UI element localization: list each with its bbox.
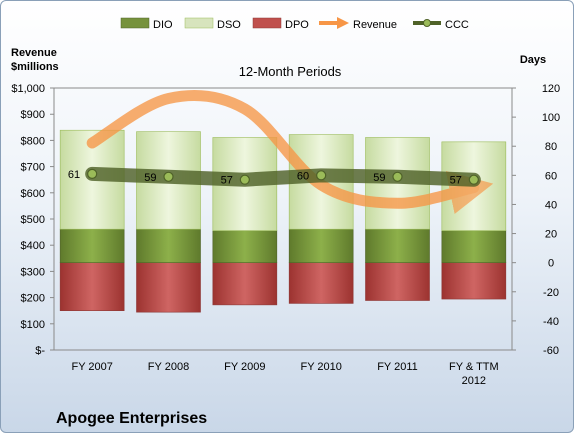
- right-tick-label: 60: [545, 170, 557, 182]
- left-tick-label: $400: [21, 240, 45, 252]
- left-axis-title-line1: Revenue: [11, 47, 57, 59]
- ccc-point-6: [468, 174, 479, 185]
- category-labels: FY 2007 FY 2008 FY 2009 FY 2010 FY 2011 FY & …: [71, 361, 498, 387]
- ccc-data-label-2: 59: [144, 172, 156, 184]
- right-tick-label: -20: [543, 287, 559, 299]
- ccc-data-label-6: 57: [450, 175, 462, 187]
- ccc-line: [85, 166, 481, 187]
- category-label: FY & TTM: [449, 361, 499, 373]
- bar-dio-6: [441, 230, 507, 263]
- legend-label-dso: DSO: [217, 19, 241, 31]
- left-tick-label: $200: [21, 293, 45, 305]
- right-tick-label: -60: [543, 345, 559, 357]
- category-label: 2012: [462, 375, 486, 387]
- bar-dio-4: [288, 228, 354, 263]
- ticks-layer: $- $100 $200 $300 $400 $500 $600 $700 $800 $900 $1…: [11, 83, 560, 357]
- ccc-data-label-5: 59: [373, 172, 385, 184]
- revenue-layer: [86, 89, 494, 214]
- legend-label-revenue: Revenue: [353, 19, 397, 31]
- revenue-line: [86, 89, 494, 214]
- category-label: FY 2007: [71, 361, 112, 373]
- left-tick-label: $800: [21, 135, 45, 147]
- legend-swatch-dso: [184, 17, 214, 29]
- left-tick-label: $500: [21, 214, 45, 226]
- category-label: FY 2009: [224, 361, 265, 373]
- ccc-point-2: [163, 171, 174, 182]
- left-tick-label: $700: [21, 162, 45, 174]
- bar-dio-1: [59, 228, 125, 263]
- ccc-point-4: [316, 170, 327, 181]
- ccc-point-3: [239, 174, 250, 185]
- bar-dpo-2: [136, 262, 201, 313]
- bar-dpo-1: [59, 262, 125, 311]
- bar-dpo-6: [441, 262, 507, 300]
- bar-dpo-3: [212, 262, 278, 306]
- bar-dio-3: [212, 230, 278, 263]
- legend-swatch-revenue: [319, 17, 349, 29]
- legend-label-dpo: DPO: [285, 19, 309, 31]
- left-axis-title-line2: $millions: [11, 61, 59, 73]
- ccc-layer: 61 59 57 60 59 57: [68, 166, 481, 187]
- right-tick-label: 120: [542, 83, 560, 95]
- right-tick-label: 40: [545, 199, 557, 211]
- right-axis-title: Days: [520, 54, 546, 66]
- ccc-point-1: [87, 168, 98, 179]
- right-tick-label: 20: [545, 229, 557, 241]
- left-tick-label: $-: [35, 345, 45, 357]
- legend: DIO DSO DPO Revenue CCC: [120, 17, 469, 31]
- chart-subtitle: 12-Month Periods: [239, 64, 342, 79]
- left-tick-label: $600: [21, 188, 45, 200]
- left-tick-label: $900: [21, 109, 45, 121]
- legend-label-dio: DIO: [153, 19, 173, 31]
- legend-swatch-dio: [120, 17, 150, 29]
- right-tick-label: 80: [545, 141, 557, 153]
- category-label: FY 2011: [377, 361, 418, 373]
- ccc-data-label-4: 60: [297, 170, 309, 182]
- legend-label-ccc: CCC: [445, 19, 469, 31]
- left-tick-label: $100: [21, 319, 45, 331]
- bar-dio-2: [136, 228, 201, 263]
- bar-dpo-4: [288, 262, 354, 304]
- left-tick-label: $1,000: [11, 83, 45, 95]
- right-tick-label: -40: [543, 316, 559, 328]
- right-tick-label: 0: [548, 258, 554, 270]
- left-tick-label: $300: [21, 266, 45, 278]
- bar-dio-5: [365, 228, 430, 263]
- legend-swatch-dpo: [252, 17, 282, 29]
- bar-dpo-5: [365, 262, 430, 301]
- bars-layer: [59, 129, 507, 313]
- category-label: FY 2008: [148, 361, 189, 373]
- legend-swatch-ccc: [413, 19, 441, 27]
- ccc-data-label-1: 61: [68, 169, 80, 181]
- company-name: Apogee Enterprises: [56, 410, 207, 427]
- category-label: FY 2010: [300, 361, 341, 373]
- ccc-data-label-3: 57: [221, 175, 233, 187]
- right-tick-label: 100: [542, 112, 560, 124]
- ccc-point-5: [392, 171, 403, 182]
